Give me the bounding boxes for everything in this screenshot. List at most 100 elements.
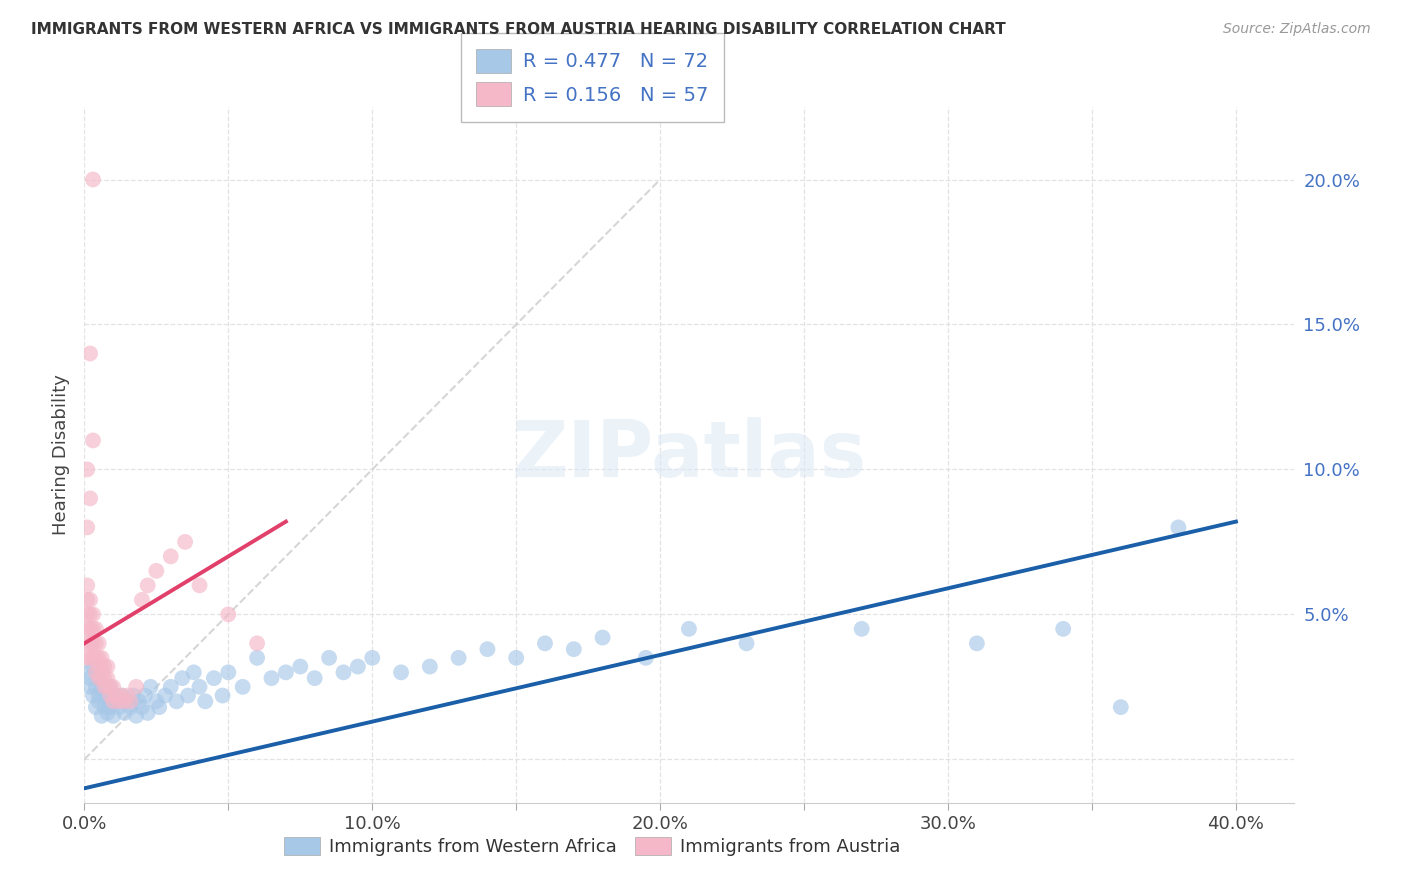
Point bbox=[82, 607, 104, 622]
Point bbox=[87, 671, 110, 685]
Point bbox=[93, 680, 115, 694]
Point bbox=[111, 689, 134, 703]
Text: Source: ZipAtlas.com: Source: ZipAtlas.com bbox=[1223, 22, 1371, 37]
Point bbox=[114, 706, 136, 720]
Point bbox=[79, 592, 101, 607]
Point bbox=[79, 491, 101, 506]
Point bbox=[79, 671, 101, 685]
Point bbox=[131, 592, 153, 607]
Point bbox=[678, 622, 700, 636]
Point bbox=[79, 680, 101, 694]
Point bbox=[87, 694, 110, 708]
Point bbox=[592, 631, 614, 645]
Point bbox=[82, 172, 104, 186]
Point bbox=[84, 680, 107, 694]
Point bbox=[188, 680, 211, 694]
Point bbox=[145, 694, 167, 708]
Point bbox=[183, 665, 205, 680]
Point bbox=[136, 706, 159, 720]
Point bbox=[84, 700, 107, 714]
Point bbox=[260, 671, 283, 685]
Point bbox=[84, 651, 107, 665]
Point bbox=[84, 636, 107, 650]
Point bbox=[108, 694, 131, 708]
Point bbox=[105, 689, 128, 703]
Y-axis label: Hearing Disability: Hearing Disability bbox=[52, 375, 70, 535]
Point bbox=[332, 665, 354, 680]
Point bbox=[90, 680, 112, 694]
Point bbox=[90, 671, 112, 685]
Point bbox=[128, 694, 150, 708]
Text: IMMIGRANTS FROM WESTERN AFRICA VS IMMIGRANTS FROM AUSTRIA HEARING DISABILITY COR: IMMIGRANTS FROM WESTERN AFRICA VS IMMIGR… bbox=[31, 22, 1005, 37]
Point bbox=[217, 665, 239, 680]
Point bbox=[76, 607, 98, 622]
Point bbox=[562, 642, 585, 657]
Point bbox=[76, 520, 98, 534]
Point bbox=[347, 659, 370, 673]
Point bbox=[87, 651, 110, 665]
Point bbox=[79, 346, 101, 360]
Point bbox=[174, 534, 197, 549]
Point bbox=[82, 636, 104, 650]
Point bbox=[96, 706, 118, 720]
Point bbox=[101, 694, 124, 708]
Point bbox=[120, 700, 142, 714]
Point bbox=[90, 659, 112, 673]
Point bbox=[111, 689, 134, 703]
Point bbox=[735, 636, 758, 650]
Point bbox=[505, 651, 527, 665]
Point bbox=[125, 708, 148, 723]
Point bbox=[101, 680, 124, 694]
Point bbox=[87, 671, 110, 685]
Point bbox=[76, 651, 98, 665]
Point bbox=[96, 671, 118, 685]
Point bbox=[290, 659, 312, 673]
Point bbox=[1167, 520, 1189, 534]
Point bbox=[101, 708, 124, 723]
Point bbox=[634, 651, 657, 665]
Point bbox=[87, 659, 110, 673]
Point bbox=[96, 694, 118, 708]
Point bbox=[966, 636, 988, 650]
Point bbox=[851, 622, 873, 636]
Point bbox=[125, 680, 148, 694]
Point bbox=[98, 700, 121, 714]
Point bbox=[79, 607, 101, 622]
Point bbox=[105, 694, 128, 708]
Point bbox=[76, 462, 98, 476]
Point bbox=[211, 689, 233, 703]
Point bbox=[134, 689, 156, 703]
Point bbox=[76, 636, 98, 650]
Point bbox=[122, 689, 145, 703]
Point bbox=[114, 694, 136, 708]
Point bbox=[419, 659, 441, 673]
Point bbox=[90, 651, 112, 665]
Point bbox=[274, 665, 297, 680]
Point bbox=[98, 680, 121, 694]
Point bbox=[166, 694, 188, 708]
Point bbox=[84, 622, 107, 636]
Point bbox=[96, 680, 118, 694]
Point bbox=[79, 651, 101, 665]
Point bbox=[153, 689, 176, 703]
Point bbox=[304, 671, 326, 685]
Point bbox=[93, 689, 115, 703]
Point bbox=[79, 622, 101, 636]
Point bbox=[82, 434, 104, 448]
Point bbox=[117, 689, 139, 703]
Point bbox=[93, 671, 115, 685]
Point bbox=[84, 665, 107, 680]
Point bbox=[76, 578, 98, 592]
Point bbox=[477, 642, 499, 657]
Point bbox=[1052, 622, 1074, 636]
Point bbox=[232, 680, 254, 694]
Point bbox=[318, 651, 340, 665]
Point bbox=[217, 607, 239, 622]
Point bbox=[194, 694, 217, 708]
Point bbox=[98, 680, 121, 694]
Point bbox=[76, 622, 98, 636]
Point bbox=[172, 671, 194, 685]
Point bbox=[76, 665, 98, 680]
Point bbox=[108, 700, 131, 714]
Point bbox=[82, 689, 104, 703]
